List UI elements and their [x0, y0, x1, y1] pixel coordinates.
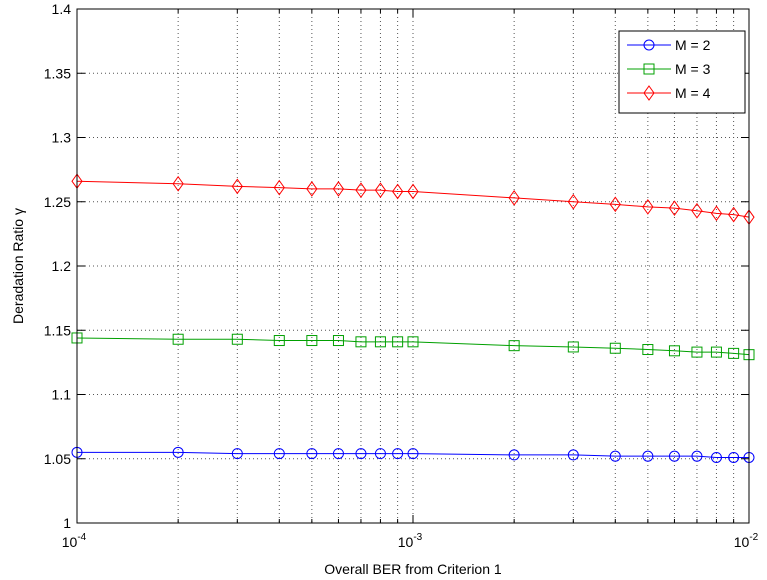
marker-diamond: [668, 200, 681, 217]
marker-diamond: [172, 175, 184, 192]
axis-ticks: 10-4 10-3 10-211.051.11.151.21.251.31.351.…: [44, 1, 759, 550]
legend-label: M = 2: [675, 37, 711, 53]
marker-diamond: [728, 206, 740, 223]
x-axis-label: Overall BER from Criterion 1: [324, 561, 502, 577]
y-tick-label: 1.05: [44, 451, 71, 467]
marker-diamond: [567, 193, 579, 210]
marker-square: [508, 340, 520, 352]
marker-square: [609, 342, 621, 354]
x-tick-label-exponent: -2: [749, 532, 758, 543]
series-line: [76, 180, 750, 218]
marker-square: [643, 63, 655, 75]
legend-label: M = 4: [675, 85, 711, 101]
marker-circle: [642, 450, 654, 462]
marker-circle: [306, 448, 318, 460]
marker-diamond: [508, 190, 520, 206]
marker-square: [407, 336, 419, 348]
x-tick-label-exponent: -3: [413, 532, 422, 543]
marker-circle: [728, 451, 740, 463]
marker-square: [691, 346, 703, 358]
x-tick-label-exponent: -4: [77, 532, 86, 543]
marker-circle: [609, 450, 621, 462]
series-group: [71, 173, 755, 463]
marker-diamond: [609, 196, 621, 213]
marker-square: [567, 341, 579, 353]
marker-circle: [407, 448, 419, 460]
marker-diamond: [392, 183, 404, 200]
y-tick-label: 1.15: [44, 322, 71, 338]
marker-square: [306, 335, 318, 347]
marker-diamond: [306, 181, 318, 197]
y-tick-label: 1.2: [52, 258, 72, 274]
x-tick-label-base: 10: [734, 534, 750, 550]
x-tick-label-base: 10: [62, 534, 78, 550]
marker-diamond: [273, 179, 285, 196]
marker-diamond: [355, 182, 367, 199]
marker-square: [355, 336, 367, 348]
marker-circle: [231, 448, 243, 460]
marker-circle: [691, 450, 703, 462]
marker-circle: [567, 449, 579, 461]
marker-circle: [355, 448, 367, 460]
marker-square: [273, 335, 285, 347]
y-tick-label: 1.3: [52, 130, 72, 146]
y-axis-label: Deradation Ratio γ: [10, 208, 26, 324]
marker-square: [231, 333, 243, 345]
marker-diamond: [691, 202, 703, 219]
marker-circle: [392, 448, 404, 460]
y-tick-label: 1.35: [44, 65, 71, 81]
y-tick-label: 1.1: [52, 387, 72, 403]
marker-square: [710, 346, 722, 358]
series-line: [76, 337, 750, 356]
legend: M = 2 M = 3 M = 4: [618, 30, 746, 114]
marker-diamond: [407, 183, 419, 200]
marker-circle: [172, 446, 184, 458]
marker-diamond: [374, 182, 387, 199]
marker-diamond: [231, 178, 243, 195]
x-tick-label: 10-2: [734, 532, 759, 550]
marker-square: [728, 347, 740, 359]
marker-circle: [332, 448, 344, 460]
x-tick-label: 10-3: [398, 532, 423, 550]
grid-lines: [77, 9, 749, 523]
marker-circle: [508, 449, 520, 461]
marker-square: [172, 333, 184, 345]
y-tick-label: 1.25: [44, 194, 71, 210]
x-tick-label: 10-4: [62, 532, 87, 550]
marker-diamond: [642, 199, 654, 215]
marker-circle: [668, 450, 680, 462]
marker-circle: [374, 448, 386, 460]
marker-square: [668, 345, 680, 357]
y-tick-label: 1: [63, 515, 71, 531]
series-line: [77, 451, 749, 458]
legend-label: M = 3: [675, 61, 711, 77]
marker-circle: [273, 448, 285, 460]
marker-square: [332, 335, 344, 347]
marker-diamond: [643, 85, 655, 101]
y-tick-label: 1.4: [52, 1, 72, 17]
series-3: [71, 173, 755, 226]
marker-square: [374, 336, 386, 348]
marker-square: [392, 336, 404, 348]
marker-circle: [710, 451, 722, 463]
marker-diamond: [710, 205, 723, 222]
marker-square: [642, 344, 654, 356]
marker-diamond: [332, 181, 345, 197]
marker-circle: [643, 39, 655, 51]
x-tick-label-base: 10: [398, 534, 414, 550]
